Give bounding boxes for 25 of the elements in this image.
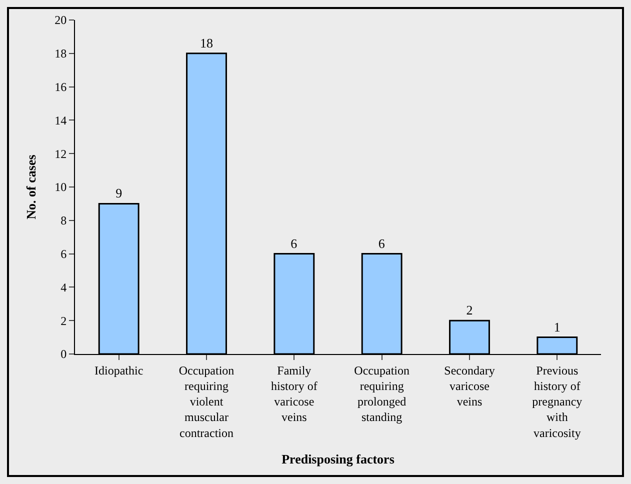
x-tick-label: Occupation requiring prolonged standing [354, 363, 410, 424]
data-label: 9 [116, 186, 122, 201]
y-tick-label: 4 [60, 280, 67, 294]
data-label: 2 [466, 302, 473, 318]
y-tick-label: 12 [54, 146, 67, 161]
x-tick-label: Occupation requiring violent muscular contraction [178, 363, 234, 440]
y-tick-label: 18 [54, 46, 67, 61]
y-tick-label: 8 [60, 214, 67, 228]
y-tick-label: 2 [60, 314, 67, 328]
data-label: 1 [554, 319, 560, 334]
y-tick-label: 14 [54, 113, 67, 128]
y-tick-label: 16 [54, 80, 67, 94]
y-axis-title: No. of cases [24, 154, 39, 220]
y-tick-label: 6 [60, 247, 67, 261]
x-tick-label: Previous history of pregnancy with varicosity [532, 363, 582, 440]
x-tick-label: Idiopathic [94, 363, 144, 378]
data-label: 18 [200, 35, 214, 50]
y-tick-label: 0 [60, 347, 67, 362]
x-tick-label: Secondary varicose veins [444, 363, 495, 409]
data-label: 6 [378, 236, 386, 251]
y-tick-label: 10 [54, 180, 67, 194]
data-label: 6 [290, 236, 298, 251]
y-tick-label: 20 [54, 13, 67, 28]
x-axis-title: Predisposing factors [282, 451, 394, 466]
x-tick-label: Family history of varicose veins [271, 363, 318, 424]
